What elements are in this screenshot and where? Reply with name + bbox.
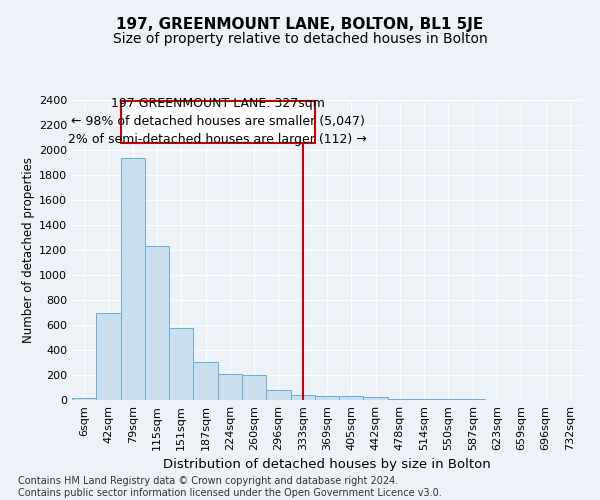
Bar: [218, 374, 242, 400]
Bar: [169, 328, 193, 400]
Y-axis label: Number of detached properties: Number of detached properties: [22, 157, 35, 343]
Bar: [315, 396, 339, 400]
Text: Size of property relative to detached houses in Bolton: Size of property relative to detached ho…: [113, 32, 487, 46]
Bar: [145, 246, 169, 400]
Text: 197, GREENMOUNT LANE, BOLTON, BL1 5JE: 197, GREENMOUNT LANE, BOLTON, BL1 5JE: [116, 18, 484, 32]
Bar: [72, 398, 96, 400]
Bar: [121, 158, 145, 400]
X-axis label: Distribution of detached houses by size in Bolton: Distribution of detached houses by size …: [163, 458, 491, 471]
Bar: [364, 397, 388, 400]
Bar: [266, 390, 290, 400]
Text: Contains HM Land Registry data © Crown copyright and database right 2024.
Contai: Contains HM Land Registry data © Crown c…: [18, 476, 442, 498]
Bar: [96, 312, 121, 400]
Bar: [121, 101, 315, 142]
Bar: [193, 362, 218, 400]
Text: 197 GREENMOUNT LANE: 327sqm
← 98% of detached houses are smaller (5,047)
2% of s: 197 GREENMOUNT LANE: 327sqm ← 98% of det…: [68, 98, 367, 146]
Bar: [339, 396, 364, 400]
Bar: [242, 375, 266, 400]
Bar: [290, 395, 315, 400]
